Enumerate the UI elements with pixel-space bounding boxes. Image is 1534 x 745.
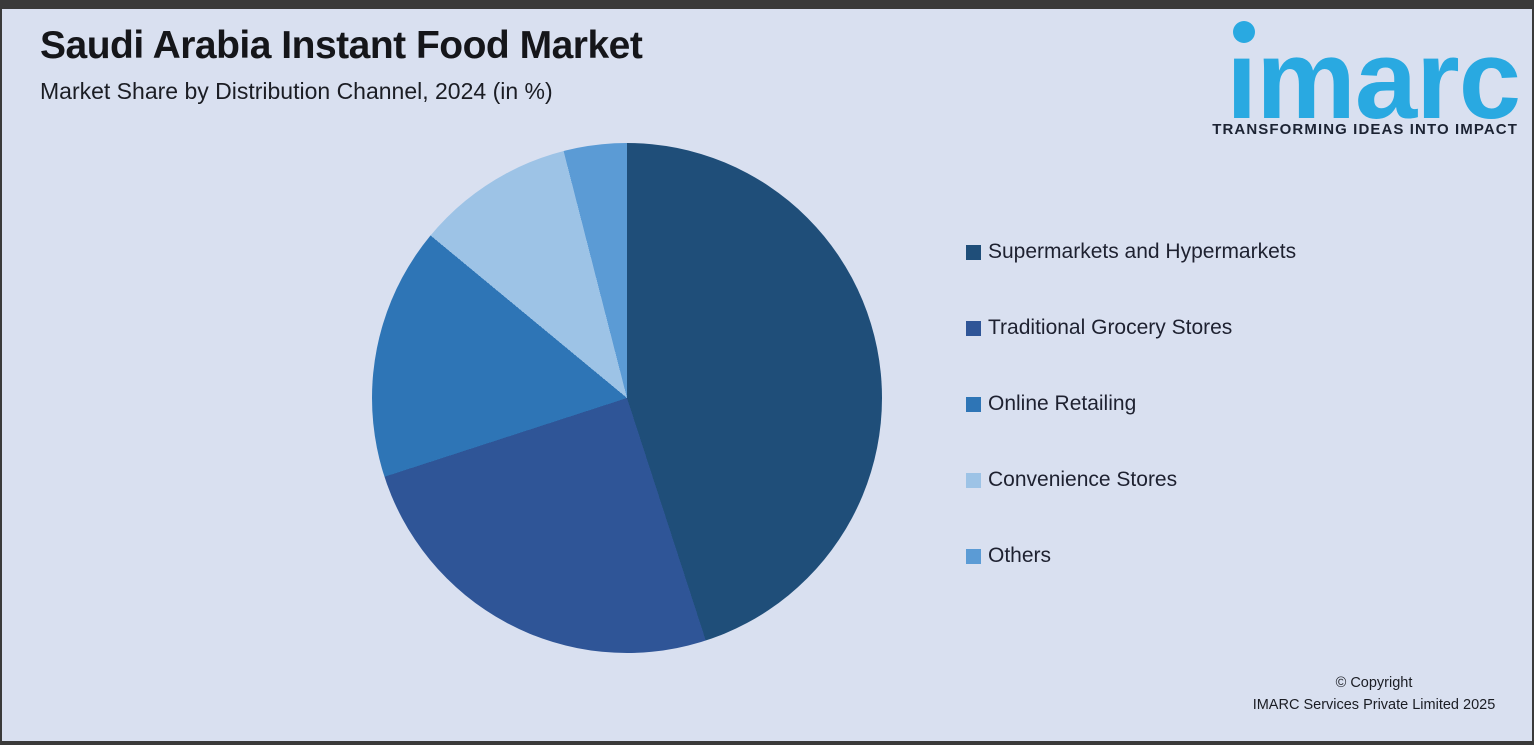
legend-swatch-icon [966,472,981,488]
copyright-notice: © Copyright IMARC Services Private Limit… [1204,672,1534,716]
legend-label: Traditional Grocery Stores [988,316,1233,339]
frame-edge-top [0,0,1534,9]
legend-item: Others [966,544,1296,568]
copyright-line2: IMARC Services Private Limited 2025 [1252,697,1496,713]
legend-item: Supermarkets and Hypermarkets [966,240,1296,264]
copyright-line1: © Copyright [1335,675,1413,691]
legend-label: Convenience Stores [988,468,1178,491]
legend-label: Online Retailing [988,392,1137,415]
legend-swatch-icon [966,396,981,412]
pie-chart [372,143,882,653]
frame-edge-left [0,0,2,745]
chart-legend: Supermarkets and Hypermarkets Traditional… [966,240,1296,620]
legend-item: Traditional Grocery Stores [966,316,1296,340]
frame-edge-bottom [0,741,1534,745]
legend-swatch-icon [966,244,981,260]
logo-wordmark: ımarc [1226,17,1521,142]
legend-item: Convenience Stores [966,468,1296,492]
logo-tagline: TRANSFORMING IDEAS INTO IMPACT [1212,121,1518,138]
logo-i-dot-icon [1233,21,1255,43]
legend-label: Supermarkets and Hypermarkets [988,240,1297,263]
legend-item: Online Retailing [966,392,1296,416]
frame-edge-right [1532,0,1534,745]
page-title: Saudi Arabia Instant Food Market [40,24,643,67]
legend-swatch-icon [966,320,981,336]
imarc-logo: ımarc TRANSFORMING IDEAS INTO IMPACT [1212,0,1534,150]
legend-label: Others [988,544,1052,567]
legend-swatch-icon [966,548,981,564]
page-subtitle: Market Share by Distribution Channel, 20… [40,78,553,104]
